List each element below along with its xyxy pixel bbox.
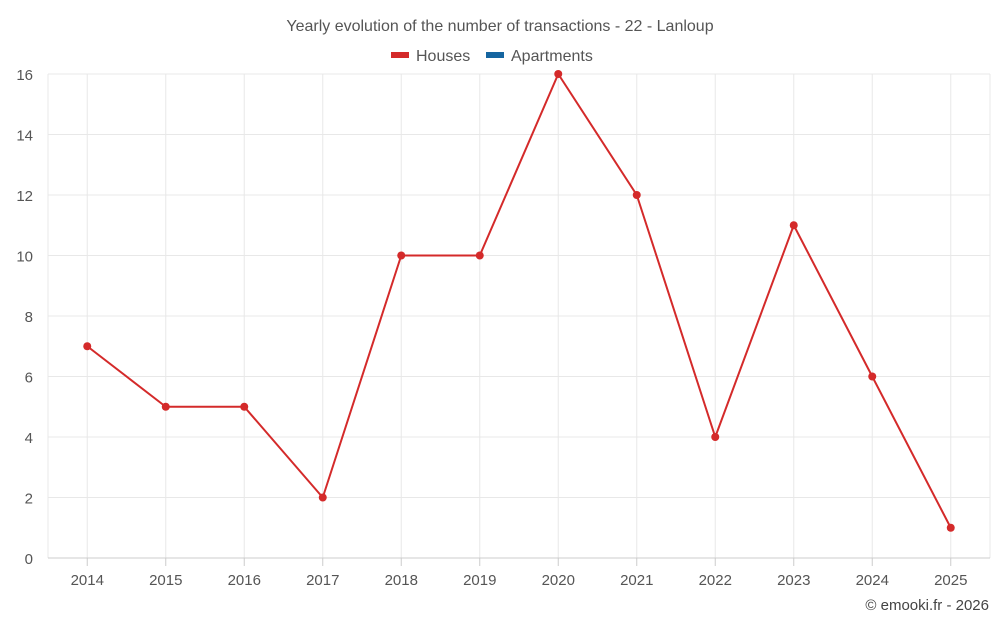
- y-tick-label: 16: [16, 67, 33, 84]
- data-point[interactable]: [475, 251, 484, 260]
- grid: [47, 73, 991, 558]
- data-point[interactable]: [240, 402, 249, 411]
- y-tick-label: 0: [25, 551, 33, 568]
- x-tick-label: 2014: [71, 572, 104, 589]
- x-tick-label: 2024: [856, 572, 889, 589]
- data-point[interactable]: [554, 70, 563, 78]
- series-line: [86, 73, 952, 529]
- x-tick-label: 2015: [149, 572, 182, 589]
- data-point[interactable]: [397, 251, 406, 260]
- x-tick-label: 2016: [228, 572, 261, 589]
- legend: Houses Apartments: [391, 48, 593, 65]
- data-point[interactable]: [83, 342, 92, 351]
- y-tick-label: 6: [25, 370, 33, 387]
- data-point[interactable]: [946, 523, 955, 532]
- x-tick-label: 2025: [934, 572, 967, 589]
- y-tick-label: 2: [25, 491, 33, 508]
- x-tick-label: 2021: [620, 572, 653, 589]
- y-tick-label: 8: [25, 309, 33, 326]
- data-point[interactable]: [632, 191, 641, 199]
- data-point[interactable]: [868, 372, 877, 381]
- series-houses: [83, 70, 955, 532]
- legend-swatch-apartments: [486, 52, 504, 58]
- credit-text: © emooki.fr - 2026: [865, 597, 989, 614]
- legend-label-apartments[interactable]: Apartments: [511, 48, 593, 65]
- legend-swatch-houses: [391, 52, 409, 58]
- data-point[interactable]: [711, 433, 720, 441]
- x-tick-label: 2022: [699, 572, 732, 589]
- legend-label-houses[interactable]: Houses: [416, 48, 470, 65]
- data-point[interactable]: [789, 221, 798, 230]
- y-tick-label: 14: [16, 128, 33, 145]
- y-tick-label: 4: [25, 430, 33, 447]
- x-tick-label: 2023: [777, 572, 810, 589]
- axes: 0 2 4 6 8 10 12 14 16 2014 2015 2016 2017 2018 2019 202…: [16, 67, 990, 589]
- data-point[interactable]: [161, 402, 170, 411]
- chart-title: Yearly evolution of the number of transa…: [286, 18, 713, 35]
- y-tick-label: 12: [16, 188, 33, 205]
- x-tick-label: 2020: [542, 572, 575, 589]
- x-tick-label: 2018: [385, 572, 418, 589]
- x-tick-label: 2017: [306, 572, 339, 589]
- y-tick-label: 10: [16, 249, 33, 266]
- data-point[interactable]: [318, 493, 327, 502]
- x-tick-label: 2019: [463, 572, 496, 589]
